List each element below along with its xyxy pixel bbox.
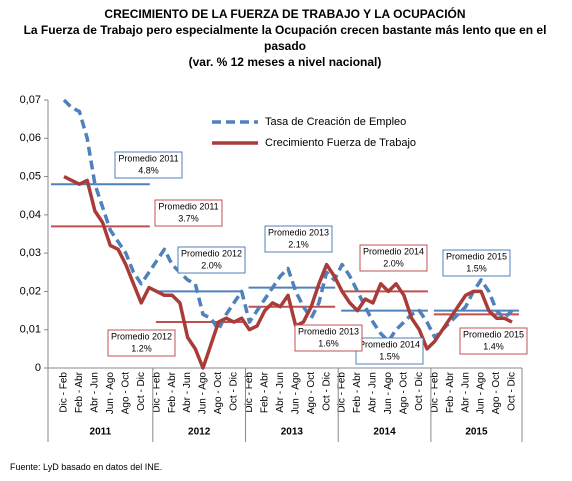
annotation-box [442,249,511,277]
x-tick-label: Feb - Abr [167,371,178,413]
y-tick-label: 0,03 [20,247,41,259]
x-tick-label: Jun - Ago [383,372,394,415]
annotation-value: 1.5% [466,263,487,273]
x-tick-label: Ago - Oct [399,372,410,414]
annotation-value: 1.4% [483,341,504,351]
y-tick-label: 0,05 [20,170,41,182]
annotation-title: Promedio 2015 [446,251,507,261]
series-line [63,175,513,370]
annotation-box [459,327,528,355]
x-tick-label: Dic - Feb [337,372,348,413]
x-tick-label: Ago - Oct [306,372,317,414]
annotation-box [294,324,363,352]
x-tick-label: Dic - Feb [429,372,440,413]
x-tick-label: Abr - Jun [90,372,101,413]
x-tick-label: Jun - Ago [476,372,487,415]
chart-title: CRECIMIENTO DE LA FUERZA DE TRABAJO Y LA… [104,7,466,21]
group-label: 2014 [373,427,396,438]
annotation-title: Promedio 2014 [363,246,424,256]
x-tick-label: Oct - Dic [136,372,147,411]
x-tick-label: Abr - Jun [368,372,379,413]
x-tick-label: Jun - Ago [198,372,209,415]
annotation-box [107,329,176,357]
annotation-box [264,225,333,253]
annotation-title: Promedio 2015 [463,329,524,339]
annotation-title: Promedio 2012 [181,248,242,258]
y-tick-label: 0,06 [20,132,41,144]
annotation-box [359,244,428,272]
x-tick-label: Feb - Abr [352,371,363,413]
chart-subtitle: La Fuerza de Trabajo pero especialmente … [23,23,547,53]
annotation-value: 2.1% [288,239,309,249]
source: Fuente: LyD basado en datos del INE. [10,462,163,472]
x-tick-label: Dic - Feb [59,372,70,413]
x-tick-label: Oct - Dic [507,372,518,411]
annotation-title: Promedio 2011 [118,153,178,163]
x-tick-label: Feb - Abr [259,371,270,413]
x-tick-label: Oct - Dic [321,372,332,411]
x-tick-label: Ago - Oct [491,372,502,414]
x-tick-label: Abr - Jun [182,372,193,413]
legend-label: Tasa de Creación de Empleo [265,116,406,128]
x-tick-label: Jun - Ago [290,372,301,415]
legend-label: Crecimiento Fuerza de Trabajo [265,137,416,149]
annotation-title: Promedio 2014 [359,339,420,349]
x-tick-label: Dic - Feb [151,372,162,413]
y-tick-label: 0,01 [20,324,41,336]
x-tick-label: Feb - Abr [445,371,456,413]
y-tick-label: 0,02 [20,285,41,297]
group-label: 2011 [90,427,112,438]
chart-note: (var. % 12 meses a nivel nacional) [188,55,382,69]
annotation-title: Promedio 2012 [111,331,172,341]
annotation-value: 1.5% [379,351,400,361]
x-tick-label: Ago - Oct [213,372,224,414]
annotation-value: 1.6% [318,338,339,348]
x-tick-label: Abr - Jun [460,372,471,413]
annotation-title: Promedio 2013 [268,227,329,237]
y-tick-label: 0,07 [20,94,41,106]
annotation-value: 2.0% [383,258,404,268]
annotation-box [154,199,223,227]
x-tick-label: Oct - Dic [229,372,240,411]
group-label: 2013 [281,427,304,438]
annotation-value: 2.0% [201,260,222,270]
x-tick-label: Jun - Ago [105,372,116,415]
x-tick-label: Oct - Dic [414,372,425,411]
annotation-box [177,246,246,274]
group-label: 2015 [465,427,488,438]
annotation-value: 4.8% [138,165,159,175]
x-tick-label: Feb - Abr [74,371,85,413]
annotation-title: Promedio 2013 [298,326,359,336]
x-tick-label: Abr - Jun [275,372,286,413]
group-label: 2012 [188,427,211,438]
annotation-value: 3.7% [178,213,199,223]
annotation-value: 1.2% [131,343,152,353]
y-tick-label: 0 [35,362,41,374]
annotation-box [114,151,183,179]
header: CRECIMIENTO DE LA FUERZA DE TRABAJO Y LA… [20,6,550,70]
x-tick-label: Ago - Oct [120,372,131,414]
x-tick-label: Dic - Feb [244,372,255,413]
annotation-title: Promedio 2011 [158,201,218,211]
y-tick-label: 0,04 [20,209,41,221]
